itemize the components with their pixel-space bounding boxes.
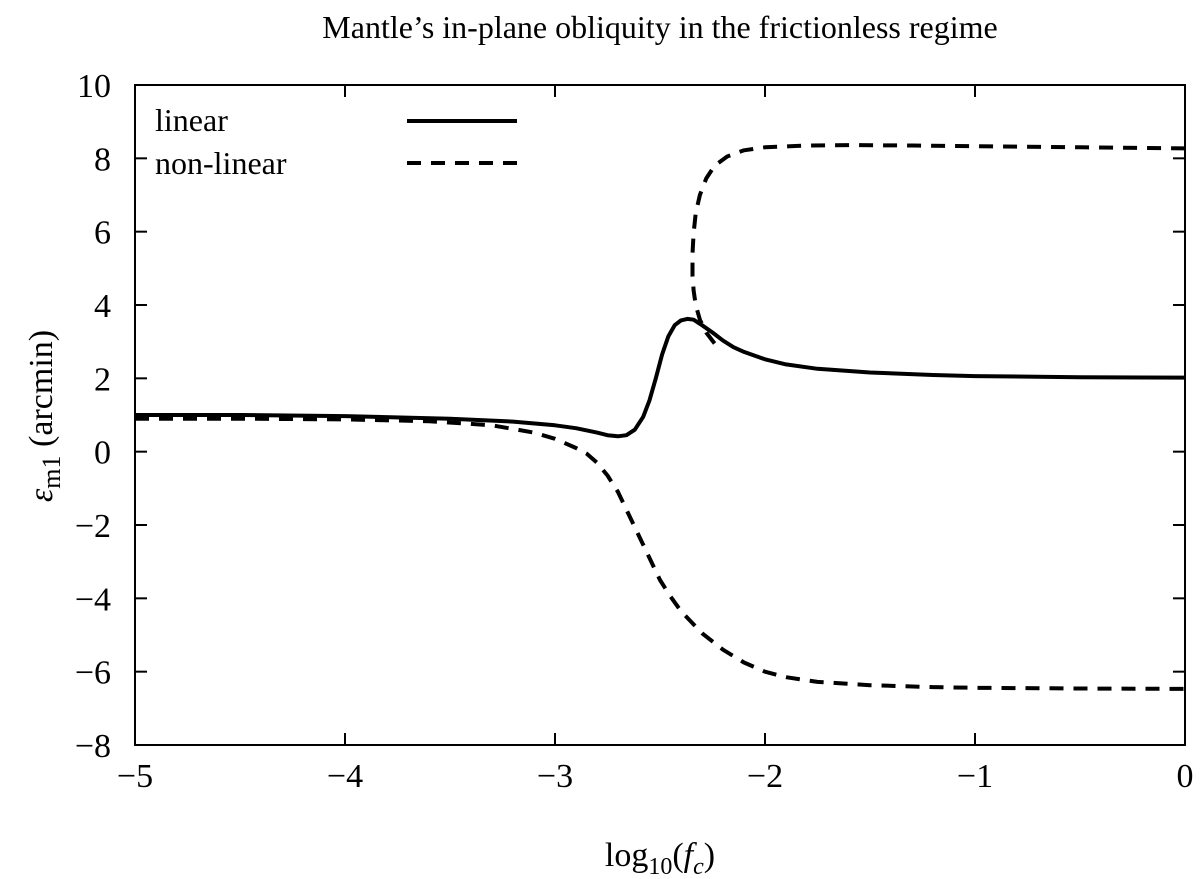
y-tick-label: 10 (77, 68, 111, 105)
x-tick-label: −4 (327, 758, 363, 795)
legend-label-non-linear: non-linear (155, 145, 287, 181)
y-axis: −8 −6 −4 −2 0 2 4 6 8 10 (75, 68, 1185, 765)
x-tick-label: −1 (957, 758, 993, 795)
y-tick-label: 0 (94, 435, 111, 472)
series-line-non-linear-branch-2 (690, 143, 1186, 345)
series-layer (135, 143, 1186, 691)
y-tick-label: −4 (75, 581, 111, 618)
x-tick-label: −2 (747, 758, 783, 795)
x-axis: −5 −4 −3 −2 −1 0 (117, 85, 1194, 795)
y-tick-label: −2 (75, 508, 111, 545)
y-axis-label: εm1 (arcmin) (23, 330, 66, 502)
y-tick-label: 2 (94, 361, 111, 398)
chart-title: Mantle’s in-plane obliquity in the frict… (322, 9, 997, 45)
x-axis-label: log10(fc) (605, 837, 715, 879)
legend: linear non-linear (155, 102, 517, 181)
series-line-linear (135, 316, 1186, 439)
series-line-non-linear-branch-1 (135, 416, 1186, 691)
x-tick-label: −5 (117, 758, 153, 795)
legend-label-linear: linear (155, 102, 228, 138)
y-tick-label: 4 (94, 288, 111, 325)
y-tick-label: 6 (94, 215, 111, 252)
y-tick-label: 8 (94, 141, 111, 178)
y-tick-label: −8 (75, 728, 111, 765)
x-tick-label: −3 (537, 758, 573, 795)
y-tick-label: −6 (75, 655, 111, 692)
x-tick-label: 0 (1177, 758, 1194, 795)
